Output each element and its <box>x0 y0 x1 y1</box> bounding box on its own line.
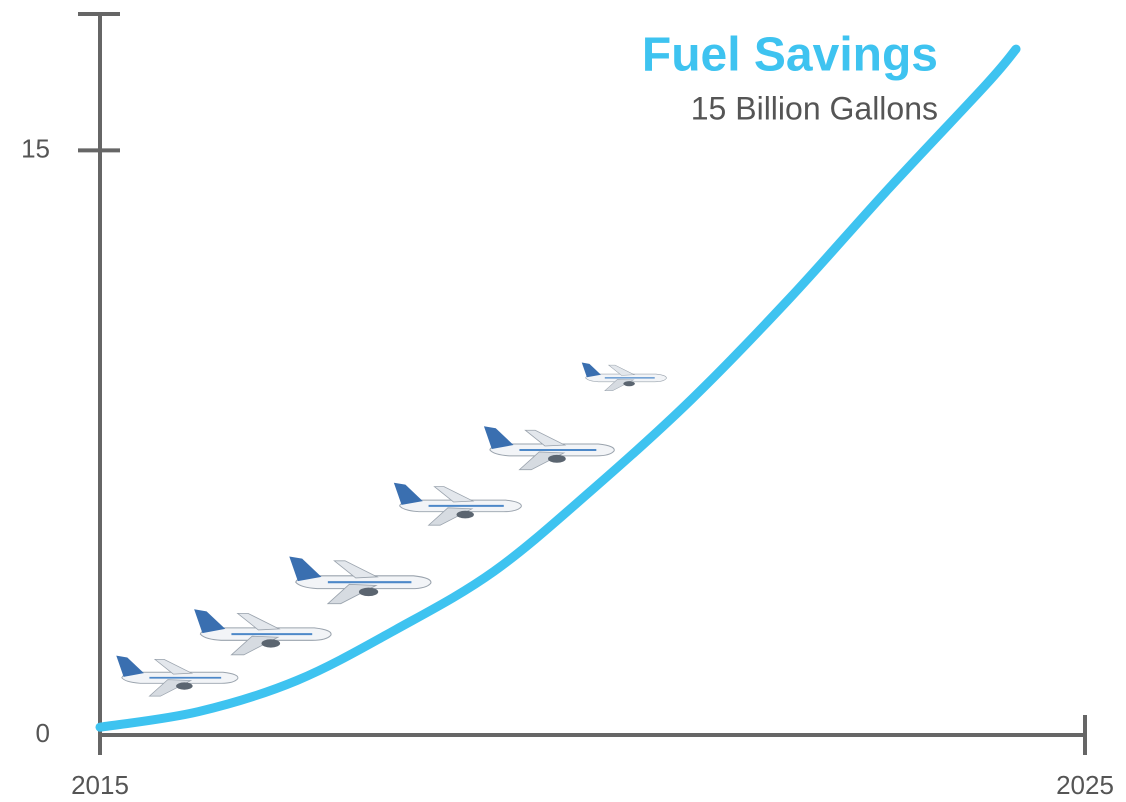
x-tick-label: 2025 <box>1056 770 1114 800</box>
airplane <box>392 481 523 527</box>
airplane <box>115 654 239 698</box>
line <box>95 44 1021 732</box>
airplane <box>580 361 668 392</box>
airplane <box>193 608 333 656</box>
x-tick-label: 2015 <box>71 770 129 800</box>
airplanes <box>115 361 668 698</box>
annotation-title: Fuel Savings <box>642 29 938 82</box>
y-tick-label: 0 <box>36 718 50 748</box>
airplane <box>482 425 616 471</box>
y-tick-label: 15 <box>21 133 50 163</box>
airplane <box>288 555 433 605</box>
annotation-subtitle: 15 Billion Gallons <box>691 90 938 126</box>
